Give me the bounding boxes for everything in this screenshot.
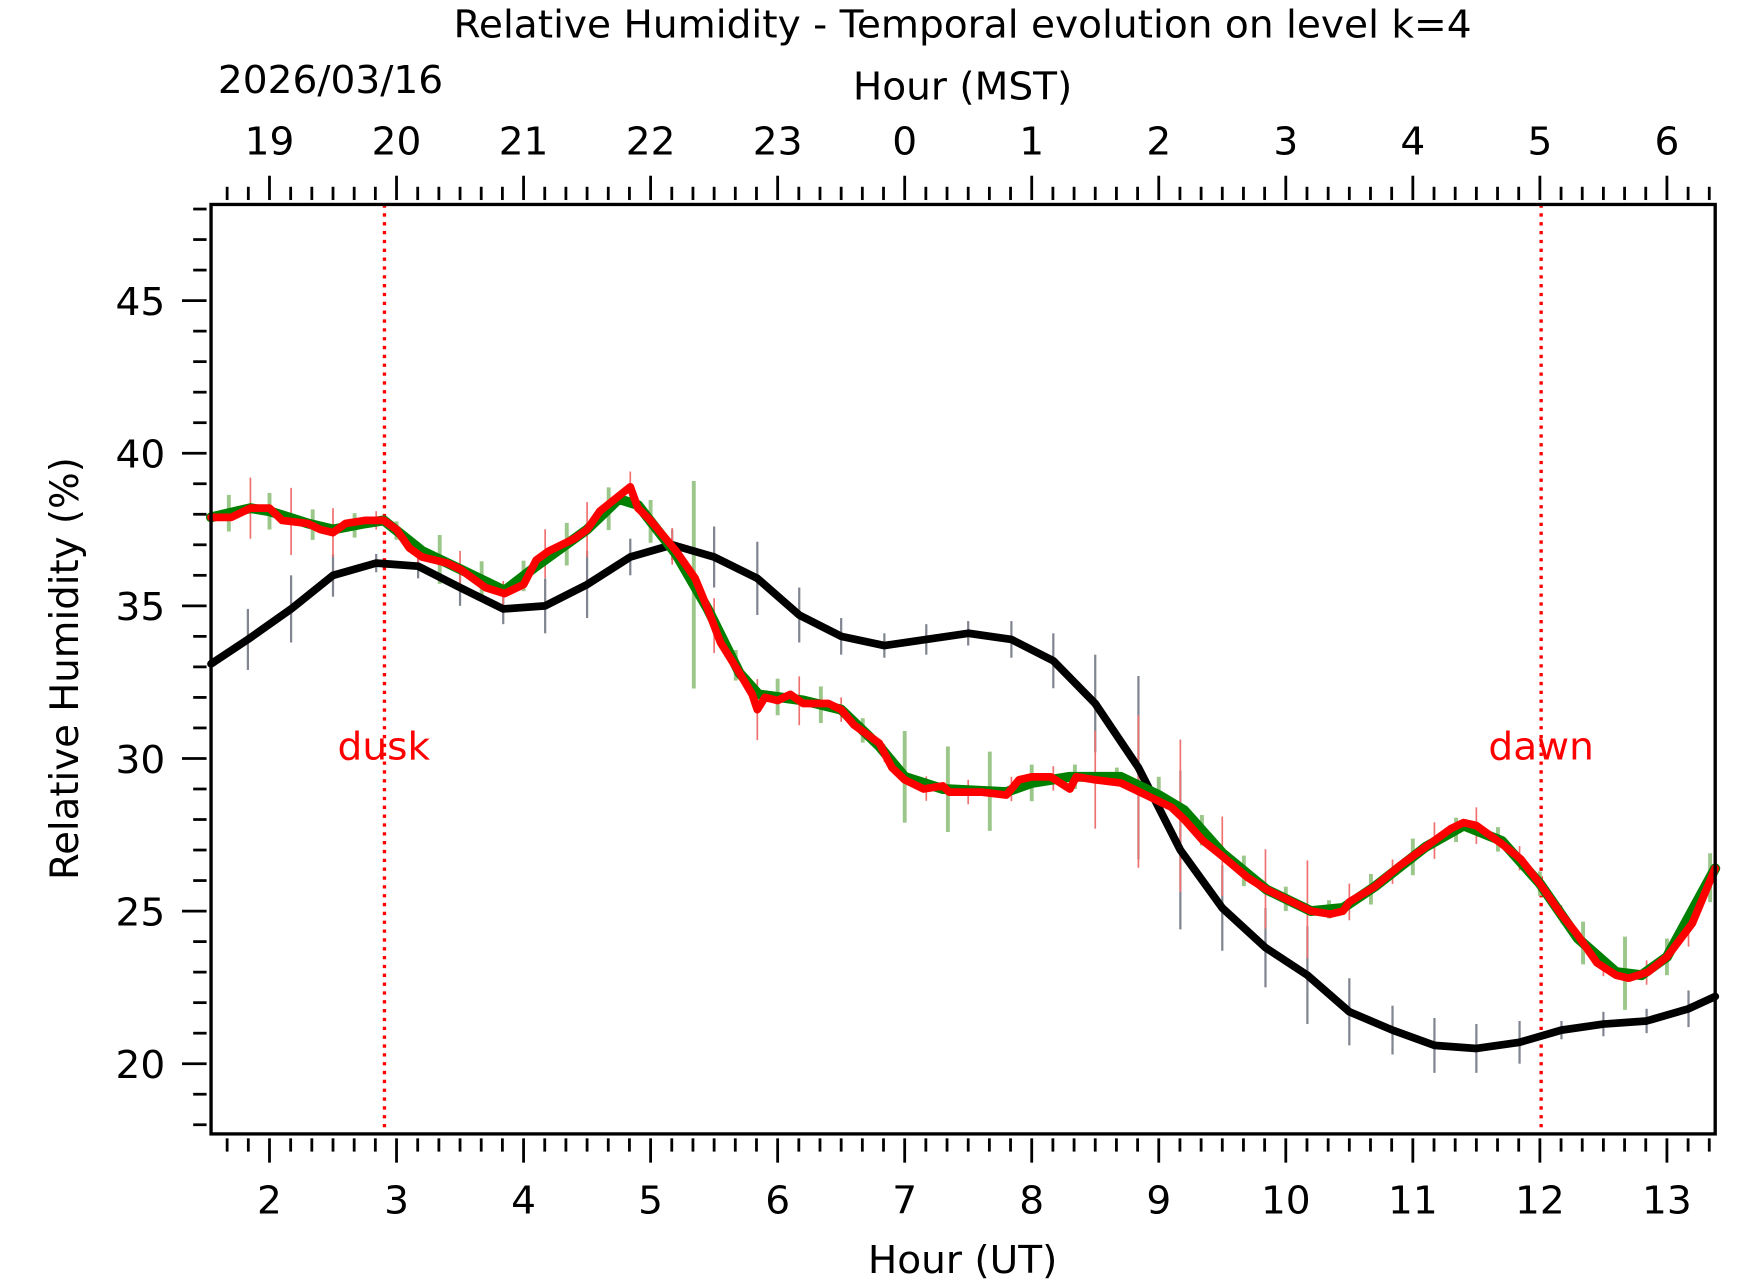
x-tick-label: 5 — [638, 1179, 663, 1224]
annotation-dusk: dusk — [338, 725, 431, 770]
x-tick-label: 2 — [257, 1179, 282, 1224]
x-tick-label: 6 — [765, 1179, 790, 1224]
top-x-tick-label: 20 — [372, 120, 422, 165]
top-x-tick-label: 22 — [626, 120, 676, 165]
plot-frame — [209, 202, 1717, 1136]
y-tick-label: 20 — [116, 1043, 166, 1088]
x-tick-label: 11 — [1388, 1179, 1438, 1224]
x-tick-label: 13 — [1642, 1179, 1692, 1224]
top-x-tick-label: 23 — [753, 120, 803, 165]
top-x-tick-label: 2 — [1146, 120, 1171, 165]
y-tick-label: 45 — [116, 280, 166, 325]
annotation-dawn: dawn — [1488, 725, 1593, 770]
y-axis-label: Relative Humidity (%) — [43, 457, 88, 880]
x-tick-label: 3 — [384, 1179, 409, 1224]
y-tick-label: 25 — [116, 891, 166, 936]
date-label: 2026/03/16 — [218, 58, 443, 103]
model-line — [207, 540, 1720, 1053]
x-tick-label: 10 — [1261, 1179, 1311, 1224]
top-x-tick-label: 21 — [499, 120, 549, 165]
x-tick-label: 4 — [511, 1179, 536, 1224]
y-tick-label: 40 — [116, 433, 166, 478]
top-x-tick-label: 19 — [245, 120, 295, 165]
x-axis-label: Hour (UT) — [868, 1238, 1058, 1282]
x-tick-label: 9 — [1146, 1179, 1171, 1224]
top-x-tick-label: 5 — [1527, 120, 1552, 165]
top-x-tick-label: 1 — [1019, 120, 1044, 165]
top-x-tick-label: 6 — [1654, 120, 1679, 165]
top-x-tick-label: 0 — [892, 120, 917, 165]
x-tick-label: 8 — [1019, 1179, 1044, 1224]
obs-line — [207, 482, 1720, 983]
y-tick-label: 30 — [116, 738, 166, 783]
x-tick-label: 12 — [1515, 1179, 1565, 1224]
top-axis-label: Hour (MST) — [853, 65, 1072, 110]
top-x-tick-label: 4 — [1400, 120, 1425, 165]
chart-title: Relative Humidity - Temporal evolution o… — [454, 3, 1472, 48]
y-tick-label: 35 — [116, 585, 166, 630]
top-x-tick-label: 3 — [1273, 120, 1298, 165]
x-tick-label: 7 — [892, 1179, 917, 1224]
